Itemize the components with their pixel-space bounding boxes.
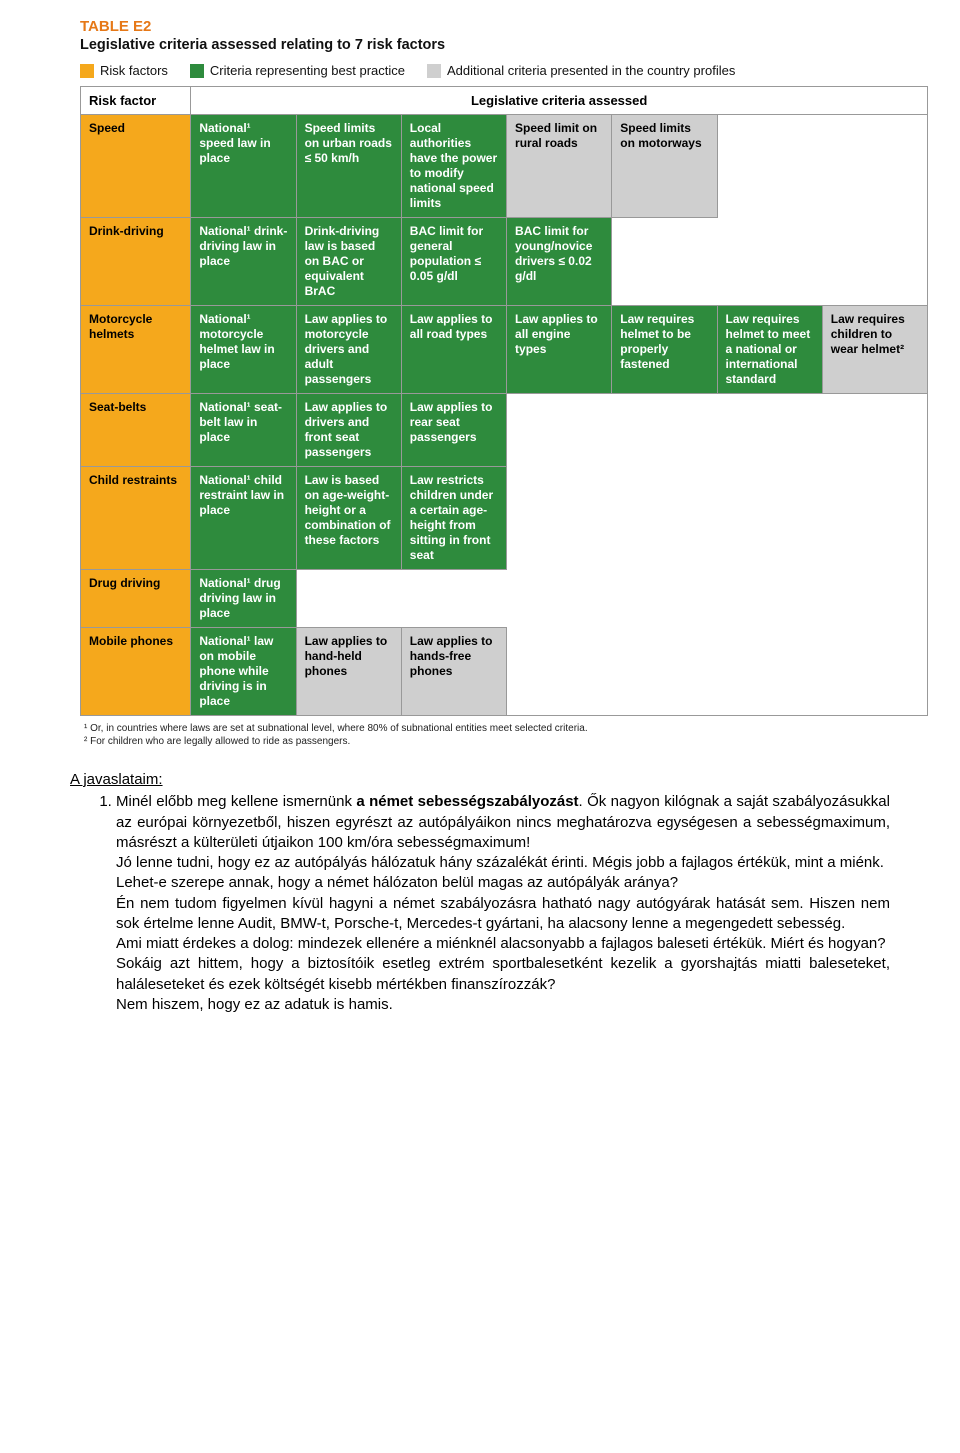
table-subtitle: Legislative criteria assessed relating t… — [80, 37, 928, 53]
empty-cell — [401, 570, 506, 628]
empty-cell — [717, 394, 822, 467]
criteria-cell: National¹ drink-driving law in place — [191, 218, 296, 306]
table-row: Motorcycle helmetsNational¹ motorcycle h… — [81, 306, 928, 394]
p1: Jó lenne tudni, hogy ez az autópályás há… — [116, 854, 884, 871]
risk-factor-cell: Mobile phones — [81, 628, 191, 716]
criteria-cell: National¹ child restraint law in place — [191, 467, 296, 570]
legend-label: Risk factors — [100, 63, 168, 78]
empty-cell — [612, 467, 717, 570]
empty-cell — [822, 467, 927, 570]
legend-item-risk: Risk factors — [80, 63, 168, 78]
empty-cell — [822, 628, 927, 716]
criteria-cell: National¹ law on mobile phone while driv… — [191, 628, 296, 716]
empty-cell — [296, 570, 401, 628]
criteria-cell: Law applies to rear seat passengers — [401, 394, 506, 467]
col-risk-factor: Risk factor — [81, 87, 191, 115]
criteria-cell: Speed limits on motorways — [612, 115, 717, 218]
empty-cell — [822, 570, 927, 628]
empty-cell — [507, 570, 612, 628]
swatch-additional — [427, 64, 441, 78]
criteria-cell: Law restricts children under a certain a… — [401, 467, 506, 570]
criteria-cell: National¹ speed law in place — [191, 115, 296, 218]
empty-cell — [507, 394, 612, 467]
footnote-1: ¹ Or, in countries where laws are set at… — [84, 722, 928, 735]
criteria-cell: Speed limit on rural roads — [507, 115, 612, 218]
criteria-cell: Law requires children to wear helmet² — [822, 306, 927, 394]
footnote-2: ² For children who are legally allowed t… — [84, 735, 928, 748]
criteria-table: Risk factor Legislative criteria assesse… — [80, 86, 928, 716]
empty-cell — [717, 628, 822, 716]
risk-factor-cell: Child restraints — [81, 467, 191, 570]
table-body: SpeedNational¹ speed law in placeSpeed l… — [81, 115, 928, 716]
empty-cell — [717, 467, 822, 570]
p2: Lehet-e szerepe annak, hogy a német háló… — [116, 874, 678, 891]
table-row: Drug drivingNational¹ drug driving law i… — [81, 570, 928, 628]
risk-factor-cell: Motorcycle helmets — [81, 306, 191, 394]
empty-cell — [822, 115, 927, 218]
empty-cell — [822, 394, 927, 467]
legend-label: Criteria representing best practice — [210, 63, 405, 78]
risk-factor-cell: Drug driving — [81, 570, 191, 628]
legend: Risk factors Criteria representing best … — [80, 63, 928, 78]
suggestion-item: Minél előbb meg kellene ismernünk a néme… — [116, 792, 890, 1015]
criteria-cell: Law requires helmet to be properly faste… — [612, 306, 717, 394]
table-row: Seat-beltsNational¹ seat-belt law in pla… — [81, 394, 928, 467]
criteria-cell: BAC limit for general population ≤ 0.05 … — [401, 218, 506, 306]
criteria-cell: BAC limit for young/novice drivers ≤ 0.0… — [507, 218, 612, 306]
risk-factor-cell: Seat-belts — [81, 394, 191, 467]
risk-factor-cell: Drink-driving — [81, 218, 191, 306]
footnotes: ¹ Or, in countries where laws are set at… — [80, 722, 928, 748]
empty-cell — [507, 628, 612, 716]
empty-cell — [612, 218, 717, 306]
table-section: TABLE E2 Legislative criteria assessed r… — [0, 0, 960, 754]
p5: Sokáig azt hittem, hogy a biztosítóik es… — [116, 955, 890, 992]
criteria-cell: National¹ seat-belt law in place — [191, 394, 296, 467]
criteria-cell: National¹ drug driving law in place — [191, 570, 296, 628]
criteria-cell: Law applies to hands-free phones — [401, 628, 506, 716]
criteria-cell: Law applies to all engine types — [507, 306, 612, 394]
criteria-cell: Law applies to all road types — [401, 306, 506, 394]
risk-factor-cell: Speed — [81, 115, 191, 218]
p3: Én nem tudom figyelmen kívül hagyni a né… — [116, 895, 890, 932]
col-legislative: Legislative criteria assessed — [191, 87, 928, 115]
table-row: SpeedNational¹ speed law in placeSpeed l… — [81, 115, 928, 218]
criteria-cell: Law applies to hand-held phones — [296, 628, 401, 716]
table-row: Child restraintsNational¹ child restrain… — [81, 467, 928, 570]
criteria-cell: Speed limits on urban roads ≤ 50 km/h — [296, 115, 401, 218]
table-row: Drink-drivingNational¹ drink-driving law… — [81, 218, 928, 306]
criteria-cell: Drink-driving law is based on BAC or equ… — [296, 218, 401, 306]
empty-cell — [507, 467, 612, 570]
table-title: TABLE E2 — [80, 18, 928, 35]
table-row: Mobile phonesNational¹ law on mobile pho… — [81, 628, 928, 716]
empty-cell — [717, 570, 822, 628]
criteria-cell: Law applies to motorcycle drivers and ad… — [296, 306, 401, 394]
suggestions-heading: A javaslataim: — [70, 770, 890, 790]
p-intro: Minél előbb meg kellene ismernünk — [116, 793, 356, 810]
criteria-cell: Law is based on age-weight-height or a c… — [296, 467, 401, 570]
p6: Nem hiszem, hogy ez az adatuk is hamis. — [116, 996, 393, 1013]
body-text: A javaslataim: Minél előbb meg kellene i… — [0, 754, 960, 1045]
criteria-cell: National¹ motorcycle helmet law in place — [191, 306, 296, 394]
empty-cell — [717, 115, 822, 218]
criteria-cell: Law applies to drivers and front seat pa… — [296, 394, 401, 467]
p4: Ami miatt érdekes a dolog: mindezek elle… — [116, 935, 886, 952]
swatch-risk — [80, 64, 94, 78]
legend-item-additional: Additional criteria presented in the cou… — [427, 63, 735, 78]
legend-item-best: Criteria representing best practice — [190, 63, 405, 78]
criteria-cell: Law requires helmet to meet a national o… — [717, 306, 822, 394]
empty-cell — [822, 218, 927, 306]
legend-label: Additional criteria presented in the cou… — [447, 63, 735, 78]
swatch-best — [190, 64, 204, 78]
empty-cell — [612, 394, 717, 467]
empty-cell — [612, 628, 717, 716]
empty-cell — [717, 218, 822, 306]
empty-cell — [612, 570, 717, 628]
p-bold: a német sebességszabályozást — [356, 793, 578, 810]
criteria-cell: Local authorities have the power to modi… — [401, 115, 506, 218]
